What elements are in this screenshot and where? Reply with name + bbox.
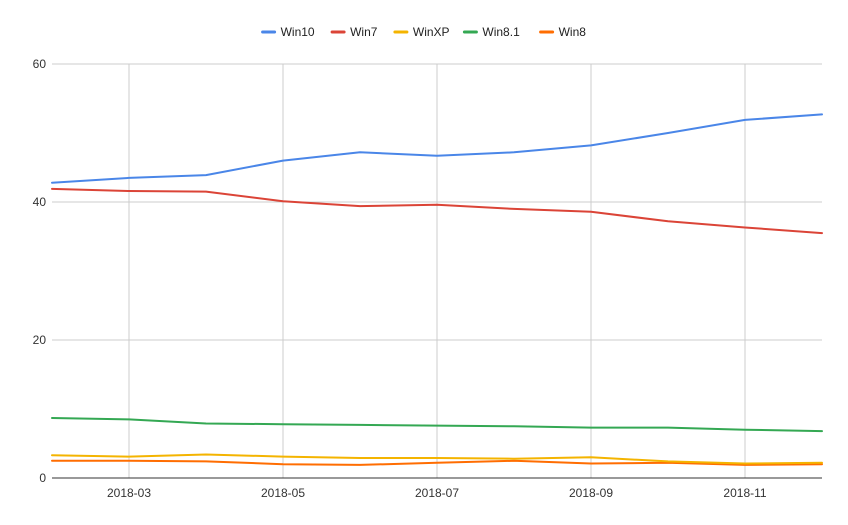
x-tick-label: 2018-11 xyxy=(723,486,766,500)
legend-label-winxp: WinXP xyxy=(413,25,450,39)
x-tick-label: 2018-05 xyxy=(261,486,305,500)
series-line-win8-1 xyxy=(51,417,823,433)
x-tick-label: 2018-03 xyxy=(107,486,151,500)
legend-label-win10: Win10 xyxy=(281,25,315,39)
y-tick-label: 40 xyxy=(33,195,47,209)
y-tick-label: 60 xyxy=(33,57,47,71)
legend-label-win8: Win8 xyxy=(559,25,587,39)
legend-label-win8-1: Win8.1 xyxy=(482,25,520,39)
series-line-win7 xyxy=(51,187,823,235)
x-tick-label: 2018-07 xyxy=(415,486,459,500)
series-line-win10 xyxy=(51,113,823,184)
series-layer xyxy=(51,113,823,466)
y-tick-label: 20 xyxy=(33,333,47,347)
x-tick-label: 2018-09 xyxy=(569,486,613,500)
series-line-win8 xyxy=(51,459,823,466)
series-line-winxp xyxy=(51,453,823,465)
legend-label-win7: Win7 xyxy=(350,25,378,39)
legend: Win10 Win7 WinXP Win8.1 Win8 xyxy=(261,25,587,39)
axis-layer: 0 20 40 60 2018-03 2018-05 2018-07 2018-09 2018-… xyxy=(33,57,822,500)
grid-layer xyxy=(52,63,822,478)
y-tick-label: 0 xyxy=(39,471,46,485)
